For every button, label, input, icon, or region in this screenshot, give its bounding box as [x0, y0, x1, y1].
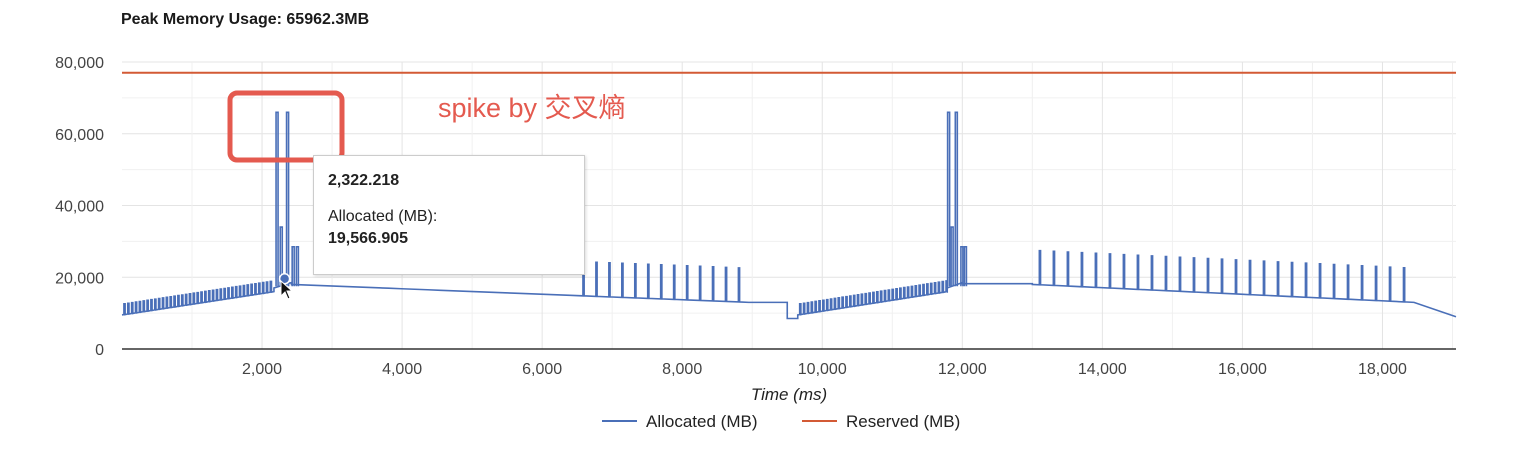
spike-annotation-text: spike by 交叉熵 [438, 93, 626, 123]
allocated-spike [960, 245, 964, 287]
x-tick-label: 4,000 [382, 361, 422, 378]
x-tick-label: 8,000 [662, 361, 702, 378]
x-tick-label: 12,000 [938, 361, 987, 378]
legend-item-reserved[interactable]: Reserved (MB) [802, 412, 960, 431]
allocated-spike [279, 226, 284, 287]
y-tick-label: 0 [95, 342, 104, 359]
series-layer [121, 71, 1457, 320]
axis-layer: 0 20,000 40,000 60,000 80,000 2,000 4,000 6,000… [55, 55, 1456, 378]
x-tick-label: 2,000 [242, 361, 282, 378]
tooltip-x-value: 2,322.218 [328, 172, 400, 189]
annotation-layer: spike by 交叉熵 [227, 90, 626, 163]
mouse-pointer-icon [280, 280, 294, 300]
allocated-spike [963, 245, 968, 287]
x-tick-label: 6,000 [522, 361, 562, 378]
x-tick-label: 14,000 [1078, 361, 1127, 378]
x-tick-label: 16,000 [1218, 361, 1267, 378]
x-axis-title: Time (ms) [751, 385, 827, 404]
spike-highlight-box [227, 90, 345, 163]
allocated-spike [946, 111, 951, 287]
y-tick-label: 60,000 [55, 127, 104, 144]
y-tick-label: 20,000 [55, 270, 104, 287]
x-tick-label: 18,000 [1358, 361, 1407, 378]
legend-item-allocated[interactable]: Allocated (MB) [602, 412, 757, 431]
data-tooltip: 2,322.218 Allocated (MB): 19,566.905 [313, 155, 585, 275]
legend-label-reserved: Reserved (MB) [846, 412, 960, 431]
series-line-allocated [121, 249, 1457, 320]
legend-label-allocated: Allocated (MB) [646, 412, 757, 431]
y-tick-label: 40,000 [55, 199, 104, 216]
tooltip-series-label: Allocated (MB): [328, 208, 438, 225]
allocated-spike [275, 111, 279, 287]
x-tick-label: 10,000 [798, 361, 847, 378]
chart-title: Peak Memory Usage: 65962.3MB [121, 11, 370, 28]
allocated-spike [291, 245, 295, 287]
y-tick-label: 80,000 [55, 55, 104, 72]
allocated-spike [954, 111, 959, 287]
allocated-spike [295, 245, 300, 287]
allocated-spike [285, 111, 290, 287]
legend: Allocated (MB) Reserved (MB) [602, 412, 960, 431]
tooltip-y-value: 19,566.905 [328, 230, 409, 247]
allocated-spike [950, 226, 954, 287]
